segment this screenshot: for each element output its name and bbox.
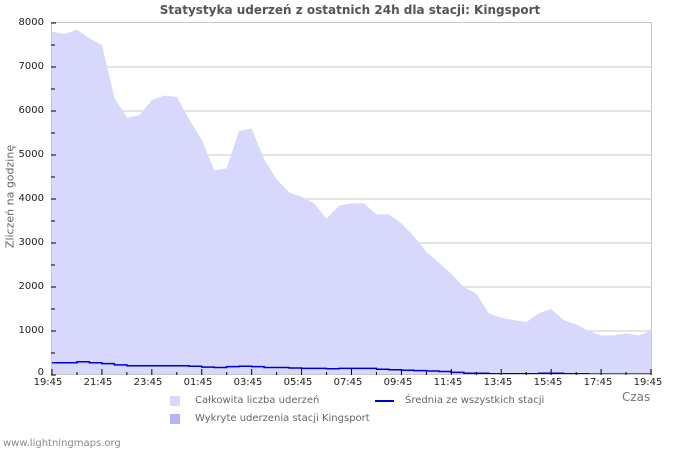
y-tick: 8000 (18, 17, 44, 28)
axis-ticks (51, 22, 652, 376)
x-tick: 07:45 (333, 377, 363, 388)
y-tick: 1000 (18, 325, 44, 336)
x-axis-label: Czas (622, 390, 651, 404)
legend-label-total: Całkowita liczba uderzeń (195, 395, 320, 406)
legend-item-average: Średnia ze wszystkich stacji (375, 395, 544, 406)
site-credit: www.lightningmaps.org (3, 438, 121, 449)
x-tick: 19:45 (633, 377, 663, 388)
legend-swatch-detected (170, 413, 180, 424)
x-tick: 13:45 (483, 377, 513, 388)
legend-swatch-average (375, 399, 394, 402)
average-line (52, 361, 651, 375)
legend-label-average: Średnia ze wszystkich stacji (405, 395, 545, 406)
legend-swatch-total (170, 395, 180, 406)
y-tick: 0 (37, 367, 44, 378)
total-strikes-area (52, 29, 651, 375)
legend-item-total: Całkowita liczba uderzeń (170, 395, 319, 406)
x-tick: 21:45 (83, 377, 113, 388)
x-tick: 01:45 (183, 377, 213, 388)
legend-item-detected: Wykryte uderzenia stacji Kingsport (170, 413, 370, 424)
x-tick: 09:45 (383, 377, 413, 388)
x-tick: 11:45 (433, 377, 463, 388)
y-tick: 6000 (18, 105, 44, 116)
x-tick: 19:45 (33, 377, 63, 388)
legend-label-detected: Wykryte uderzenia stacji Kingsport (195, 413, 370, 424)
y-tick: 5000 (18, 149, 44, 160)
y-tick: 3000 (18, 237, 44, 248)
y-tick: 4000 (18, 193, 44, 204)
chart-title: Statystyka uderzeń z ostatnich 24h dla s… (159, 3, 541, 17)
y-tick: 2000 (18, 281, 44, 292)
x-tick: 15:45 (533, 377, 563, 388)
y-tick: 7000 (18, 61, 44, 72)
x-tick: 05:45 (283, 377, 313, 388)
x-tick: 23:45 (133, 377, 163, 388)
x-tick: 03:45 (233, 377, 263, 388)
x-tick: 17:45 (583, 377, 613, 388)
